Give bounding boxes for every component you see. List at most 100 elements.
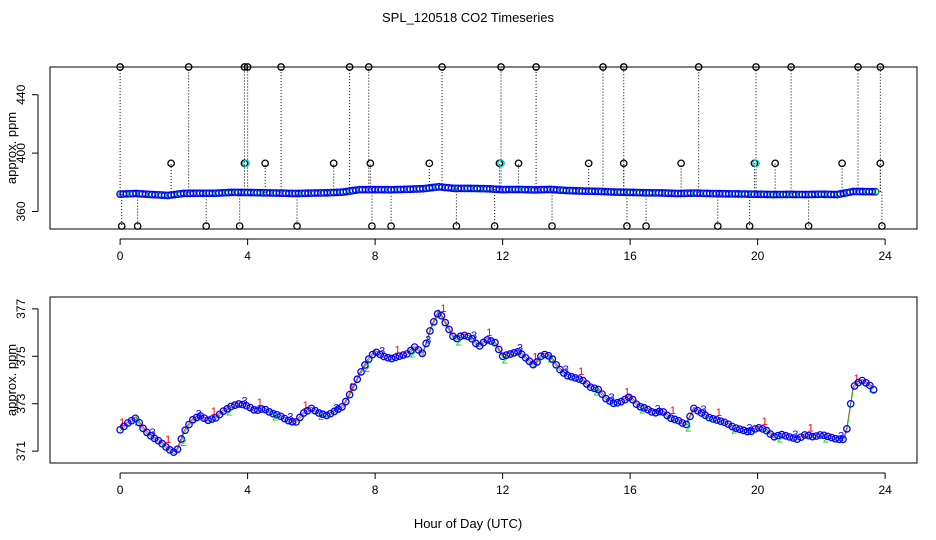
bottom-data-point — [127, 416, 136, 425]
top-baseline-point-overlay — [873, 188, 880, 195]
bottom-data-point — [433, 310, 442, 318]
bottom-data-point — [537, 352, 545, 361]
bottom-x-tick-label: 0 — [117, 483, 124, 497]
bottom-data-point — [483, 336, 492, 344]
bottom-marker-label: 3 — [563, 364, 569, 376]
bottom-data-point — [674, 416, 683, 425]
bottom-data-point — [712, 416, 721, 424]
bottom-data-point — [869, 385, 878, 394]
bottom-marker-label: 1 — [853, 373, 859, 385]
bottom-marker-label: 1 — [624, 387, 630, 399]
bottom-data-point — [789, 434, 798, 442]
top-spike-point-low — [878, 222, 886, 230]
top-spike-point-low — [548, 222, 556, 230]
bottom-y-tick-label: 373 — [14, 393, 28, 413]
bottom-data-point — [422, 339, 430, 348]
bottom-data-point — [192, 413, 201, 422]
bottom-x-tick-label: 16 — [623, 483, 637, 497]
bottom-marker-label: 1 — [349, 382, 355, 394]
bottom-data-point — [624, 393, 633, 402]
bottom-data-point — [701, 411, 710, 420]
bottom-data-point — [173, 445, 182, 454]
top-spike-point-low — [387, 222, 395, 230]
top-spike-point-high — [364, 63, 373, 71]
bottom-data-point — [437, 311, 446, 320]
top-x-tick-label: 20 — [751, 249, 765, 263]
bottom-marker-label: 2 — [180, 437, 186, 449]
bottom-y-tick-label: 375 — [14, 346, 28, 366]
bottom-data-point — [292, 418, 300, 426]
bottom-data-point — [315, 409, 323, 417]
top-spike-point-mid — [366, 159, 375, 168]
bottom-data-point — [452, 334, 461, 343]
top-spike-point-mid — [329, 159, 338, 168]
bottom-data-point — [284, 416, 293, 425]
bottom-data-point — [276, 412, 285, 421]
bottom-data-point — [334, 405, 342, 413]
top-spike-point-high — [438, 63, 446, 71]
bottom-data-point — [322, 411, 331, 420]
bottom-marker-label: 3 — [425, 334, 431, 346]
bottom-data-point — [797, 433, 805, 442]
bottom-data-point — [758, 425, 767, 433]
bottom-x-tick-label: 20 — [751, 483, 765, 497]
bottom-data-point — [858, 376, 867, 385]
bottom-data-point — [280, 414, 289, 423]
top-spike-point-high — [243, 63, 252, 71]
bottom-data-point — [697, 409, 706, 417]
top-spike-point-high — [240, 63, 249, 71]
top-spike-point-cyan — [242, 159, 250, 168]
bottom-data-point — [449, 332, 457, 341]
bottom-x-axis: 0 4 8 12 16 20 24 — [117, 472, 892, 497]
bottom-data-point — [349, 383, 358, 392]
bottom-data-point — [429, 318, 438, 326]
top-y-axis: 360 400 440 — [14, 84, 39, 222]
bottom-plot-frame — [49, 296, 918, 464]
bottom-data-point — [330, 407, 339, 416]
top-spike-point-high — [787, 63, 795, 71]
bottom-data-point — [690, 404, 698, 413]
top-spike-point-mid — [619, 159, 628, 168]
bottom-data-point — [843, 425, 851, 433]
bottom-data-point — [647, 408, 656, 416]
top-baseline-point — [868, 187, 877, 196]
bottom-marker-label: 2 — [547, 354, 553, 366]
bottom-y-tick-label: 371 — [14, 441, 28, 461]
bottom-data-point — [781, 431, 790, 440]
bottom-data-point — [227, 402, 235, 411]
bottom-marker-label: 3 — [196, 408, 202, 420]
top-spike-point-high — [619, 63, 628, 71]
top-x-tick-label: 0 — [117, 249, 124, 263]
bottom-data-point — [131, 414, 140, 423]
bottom-data-point — [318, 410, 327, 419]
bottom-marker-label: 3 — [700, 404, 706, 416]
bottom-data-point — [709, 415, 717, 423]
bottom-marker-label: 2 — [134, 416, 140, 428]
bottom-data-point — [667, 414, 675, 423]
bottom-data-point — [732, 424, 740, 432]
bottom-data-point — [552, 360, 561, 369]
bottom-data-point — [686, 412, 694, 421]
bottom-data-point — [728, 422, 736, 431]
bottom-data-point — [839, 435, 847, 444]
top-spike-point-low — [117, 222, 126, 230]
top-x-tick-label: 4 — [244, 249, 251, 263]
bottom-marker-label: 3 — [517, 343, 523, 355]
bottom-data-point — [617, 397, 626, 406]
bottom-data-point — [123, 419, 132, 427]
top-spike-point-mid — [876, 159, 885, 168]
bottom-data-point — [693, 406, 702, 415]
top-x-tick-label: 12 — [496, 249, 510, 263]
bottom-x-tick-label: 4 — [244, 483, 251, 497]
bottom-data-point — [269, 409, 277, 418]
bottom-marker-label: 3 — [792, 429, 798, 441]
bottom-marker-label: 1 — [165, 434, 171, 446]
bottom-data-point — [219, 407, 228, 415]
bottom-data-point — [820, 431, 828, 440]
bottom-data-point — [246, 403, 255, 412]
top-x-tick-label: 16 — [623, 249, 637, 263]
top-y-tick-label: 400 — [14, 143, 28, 163]
top-spike-point-high — [694, 63, 703, 71]
bottom-data-point — [502, 351, 511, 359]
